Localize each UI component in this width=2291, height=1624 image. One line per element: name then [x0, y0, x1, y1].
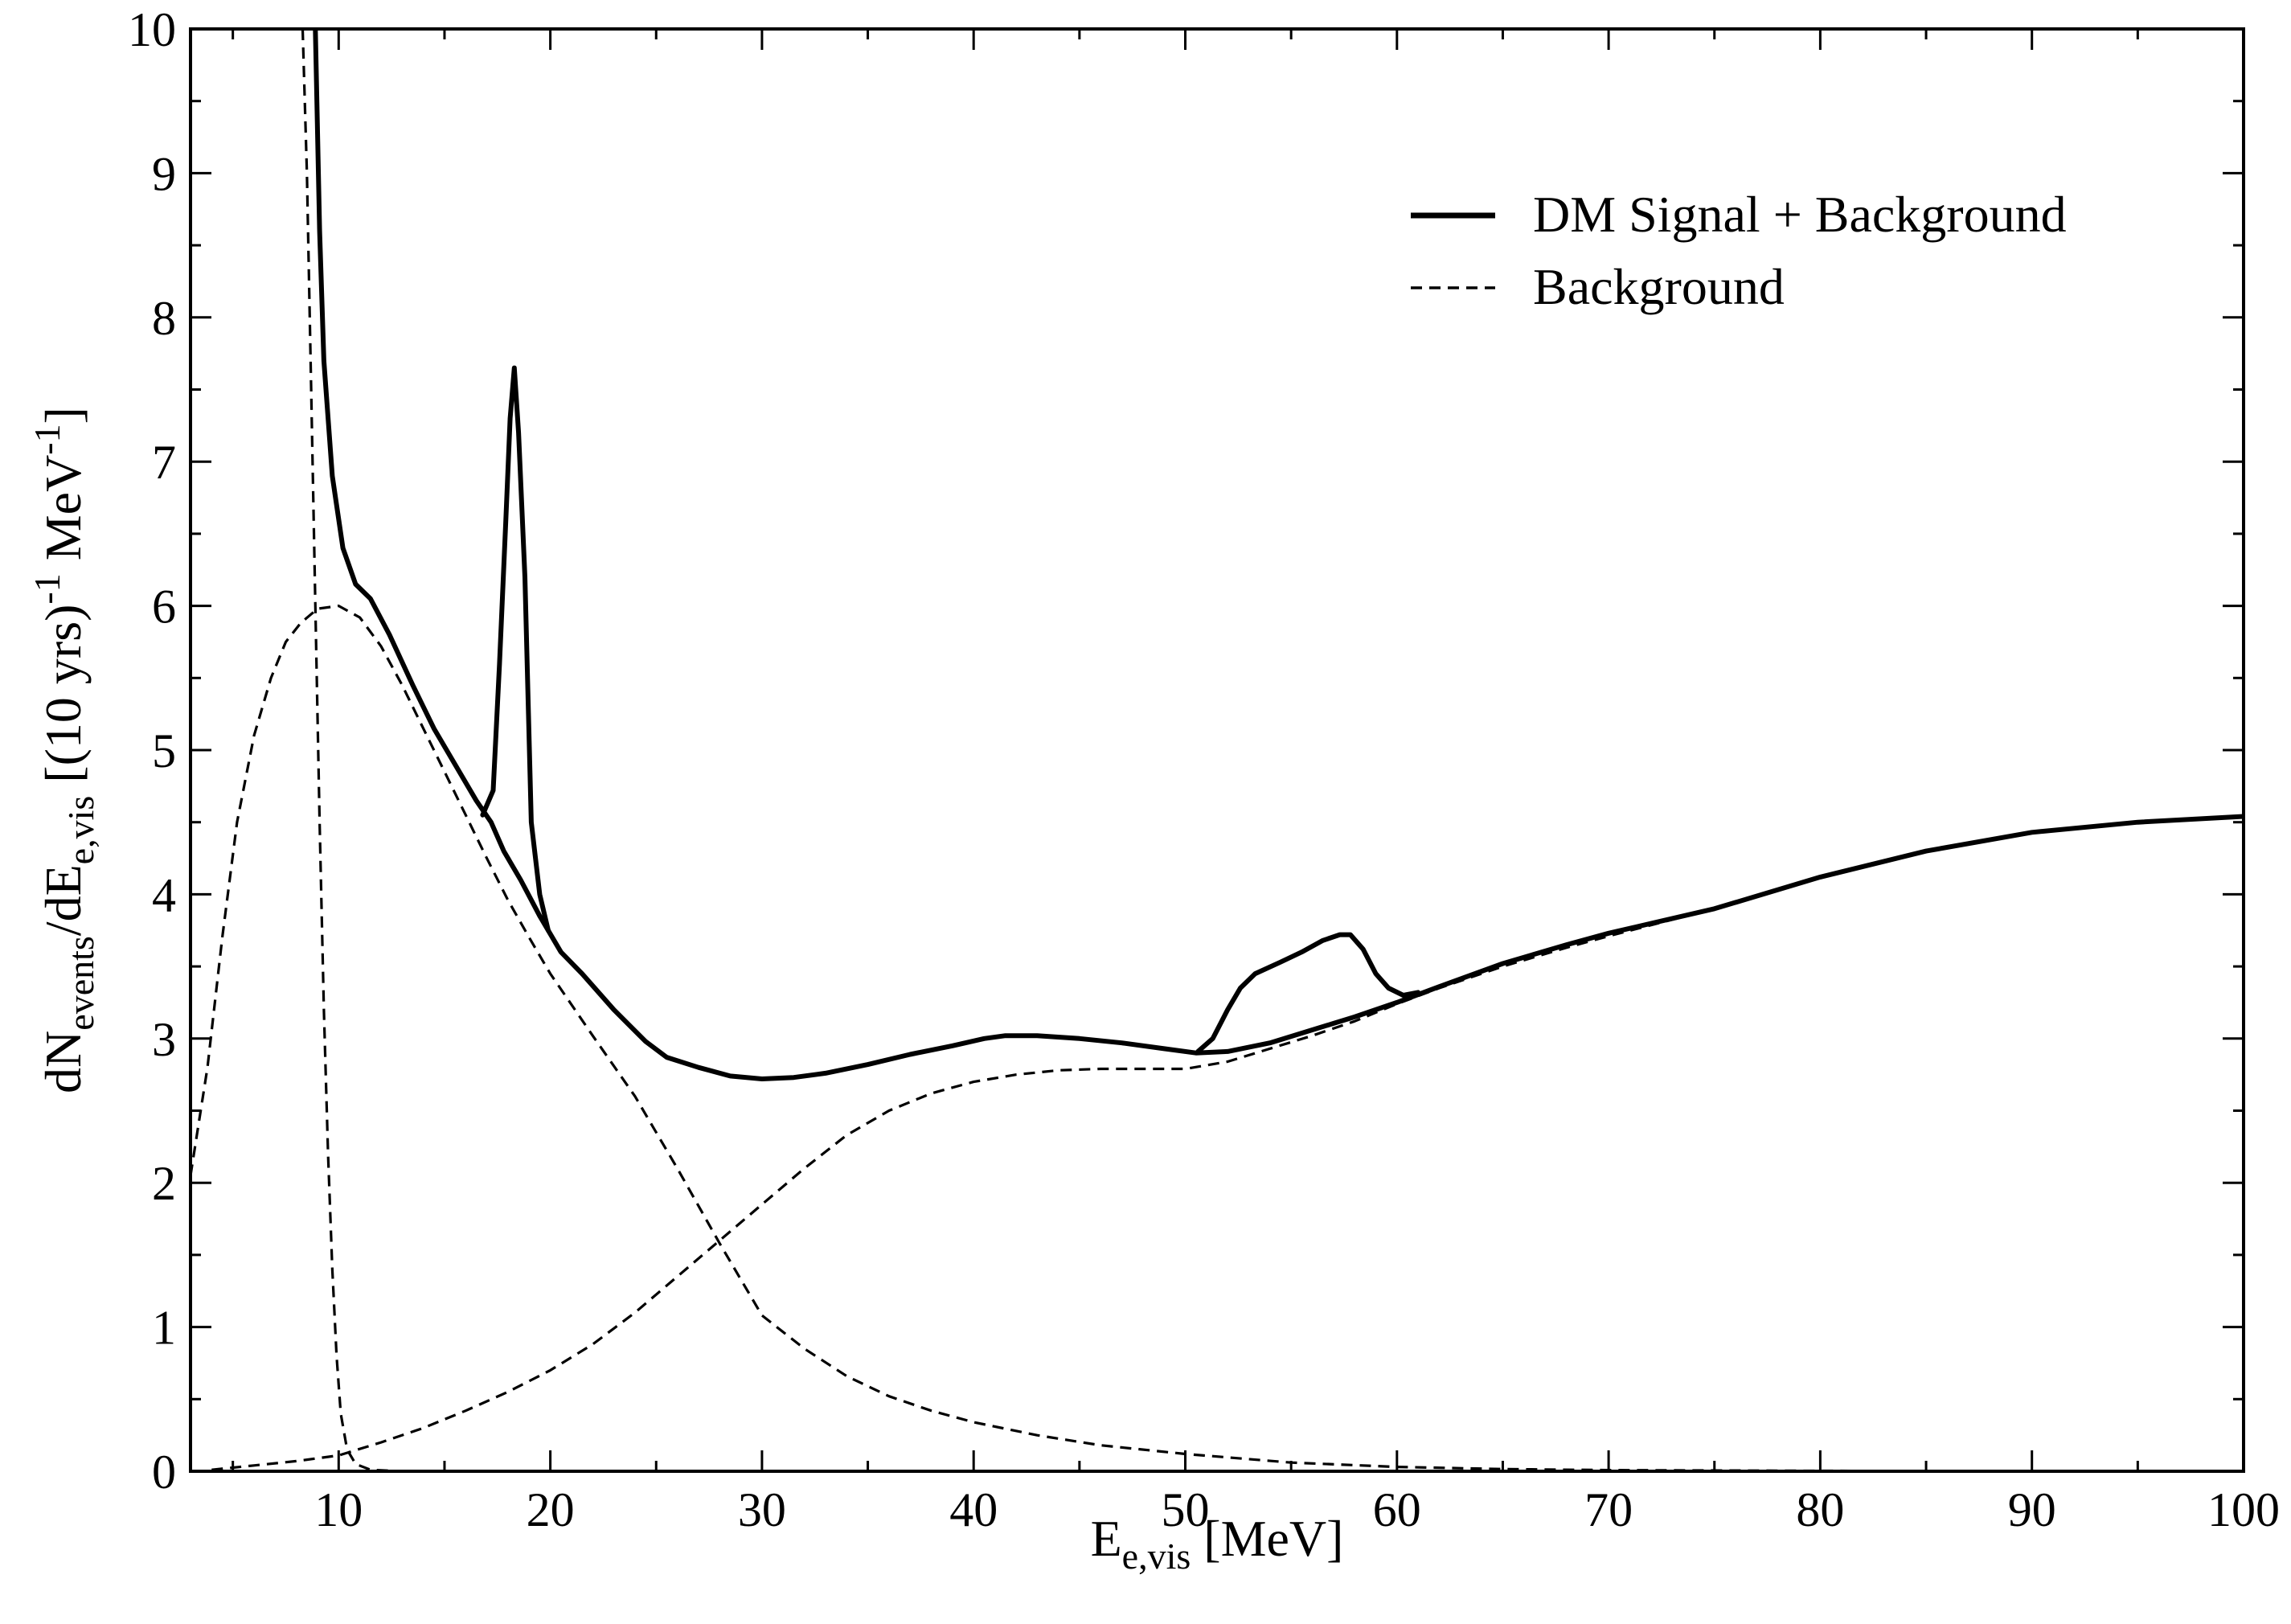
background-curve-5 — [303, 29, 551, 1471]
y-tick-label: 2 — [152, 1157, 176, 1210]
plot-frame — [191, 29, 2244, 1471]
x-tick-label: 60 — [1373, 1483, 1421, 1536]
background-curve-3 — [191, 606, 2244, 1471]
legend-label-background: Background — [1533, 258, 1785, 315]
axis-ticks — [191, 29, 2244, 1471]
x-tick-label: 40 — [949, 1483, 998, 1536]
x-tick-label: 80 — [1796, 1483, 1844, 1536]
x-tick-label: 100 — [2207, 1483, 2280, 1536]
series-layer — [191, 29, 2244, 1471]
signal-curve-1 — [482, 368, 548, 931]
y-tick-label: 1 — [152, 1302, 176, 1355]
x-axis-label: Ee,vis [MeV] — [1091, 1510, 1344, 1577]
x-tick-label: 20 — [527, 1483, 575, 1536]
signal-curve-2 — [1198, 935, 1418, 1052]
y-tick-label: 8 — [152, 292, 176, 345]
legend: DM Signal + Background Background — [1411, 186, 2067, 315]
y-tick-label: 3 — [152, 1013, 176, 1066]
x-tick-label: 30 — [738, 1483, 786, 1536]
x-tick-label: 10 — [314, 1483, 363, 1536]
y-tick-label: 6 — [152, 580, 176, 634]
y-axis-label: dNevents/dEe,vis [(10 yrs)-1 MeV-1] — [27, 407, 101, 1093]
x-tick-label: 90 — [2008, 1483, 2056, 1536]
legend-label-signal: DM Signal + Background — [1533, 186, 2067, 243]
y-tick-label: 0 — [152, 1446, 176, 1499]
y-tick-label: 10 — [128, 3, 176, 56]
y-tick-label: 7 — [152, 436, 176, 489]
y-tick-labels: 0 1 2 3 4 5 6 7 8 9 10 — [128, 3, 176, 1499]
y-tick-label: 4 — [152, 868, 176, 921]
x-tick-label: 70 — [1584, 1483, 1633, 1536]
y-tick-label: 5 — [152, 724, 176, 777]
y-tick-label: 9 — [152, 147, 176, 200]
